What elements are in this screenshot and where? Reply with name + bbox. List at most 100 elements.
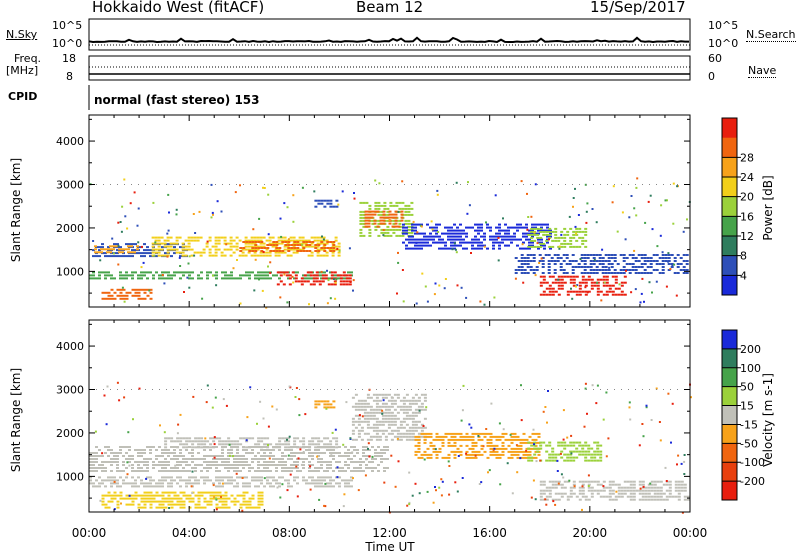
velocity-cell	[590, 447, 594, 450]
power-cell	[131, 271, 134, 274]
velocity-noise-point	[221, 482, 224, 485]
power-cell	[581, 281, 585, 284]
power-cell	[329, 199, 333, 202]
velocity-cell	[572, 444, 576, 447]
velocity-noise-point	[225, 404, 228, 407]
velocity-cell	[402, 399, 406, 402]
power-cell	[379, 222, 383, 225]
velocity-noise-point	[448, 465, 451, 467]
velocity-cell	[101, 455, 104, 457]
velocity-cell	[188, 506, 192, 509]
power-cell	[655, 260, 659, 262]
power-cell	[310, 236, 314, 239]
power-cell	[127, 251, 130, 254]
velocity-cell	[317, 476, 320, 479]
power-cell	[125, 291, 129, 294]
power-cell	[248, 271, 251, 274]
power-colorbar-swatch	[722, 255, 737, 276]
power-cell	[290, 244, 294, 246]
velocity-cell	[92, 458, 95, 460]
power-cell	[266, 277, 269, 280]
power-cell	[584, 227, 588, 230]
velocity-noise-point	[435, 489, 437, 492]
velocity-cell	[92, 485, 95, 488]
velocity-cell	[152, 494, 156, 497]
power-noise-point	[636, 177, 639, 180]
velocity-cell	[221, 494, 225, 497]
velocity-noise-point	[336, 466, 339, 469]
velocity-cell	[215, 494, 219, 497]
power-cell	[217, 248, 221, 251]
velocity-cell	[287, 443, 291, 446]
velocity-cell	[387, 420, 391, 423]
power-cell	[592, 260, 596, 262]
power-noise-point	[536, 242, 539, 245]
power-cell	[110, 288, 114, 291]
velocity-cell	[89, 464, 92, 466]
velocity-noise-point	[206, 384, 209, 387]
power-cell	[462, 238, 465, 241]
power-cell	[541, 263, 545, 265]
velocity-cell	[477, 432, 481, 435]
nsky-right-tick-bottom: 10^0	[708, 37, 739, 50]
velocity-cell	[236, 446, 240, 449]
velocity-noise-point	[159, 424, 161, 427]
velocity-cell	[480, 444, 484, 447]
power-cell	[187, 236, 191, 239]
velocity-cell	[563, 480, 567, 483]
power-cell	[244, 245, 248, 248]
power-noise-point	[382, 229, 385, 231]
power-cell	[131, 255, 134, 258]
velocity-cell	[474, 444, 478, 447]
power-cell	[486, 223, 489, 226]
power-cell	[359, 231, 363, 234]
power-cell	[556, 257, 560, 259]
velocity-cell	[353, 470, 356, 472]
velocity-cell	[230, 464, 233, 466]
velocity-noise-point	[367, 442, 370, 445]
velocity-cell	[119, 446, 122, 448]
velocity-cell	[386, 449, 389, 451]
velocity-cell	[176, 503, 180, 506]
velocity-cell	[158, 482, 161, 485]
power-cell	[533, 245, 537, 248]
velocity-cell	[405, 405, 409, 408]
velocity-cell	[453, 432, 457, 435]
velocity-cell	[359, 470, 362, 472]
velocity-cell	[423, 393, 427, 396]
velocity-cell	[332, 485, 335, 488]
velocity-cell	[170, 500, 174, 503]
velocity-cell	[326, 476, 329, 479]
power-noise-point	[336, 247, 339, 250]
nave-tick-top: 60	[708, 52, 722, 65]
velocity-cell	[641, 495, 645, 498]
power-cell	[444, 244, 447, 247]
velocity-cell	[170, 467, 173, 469]
power-cell	[583, 266, 587, 268]
power-noise-point	[166, 255, 169, 258]
velocity-cell	[203, 461, 206, 463]
power-cell	[405, 238, 408, 241]
velocity-cell	[578, 444, 582, 447]
power-noise-point	[292, 194, 295, 197]
power-cell	[548, 233, 552, 236]
velocity-cell	[357, 432, 361, 435]
power-cell	[377, 234, 381, 237]
velocity-cell	[465, 450, 469, 453]
power-cell	[337, 242, 341, 245]
velocity-cell	[95, 446, 98, 448]
power-noise-point	[625, 269, 627, 272]
power-cell	[125, 277, 128, 280]
power-noise-point	[585, 210, 588, 213]
velocity-cell	[629, 480, 633, 483]
power-noise-point	[286, 206, 289, 209]
velocity-colorbar-tick-label: -50	[740, 437, 758, 450]
velocity-cell	[164, 440, 168, 443]
velocity-cell	[366, 405, 370, 408]
velocity-cell	[420, 456, 424, 459]
velocity-cell	[453, 435, 457, 438]
velocity-cell	[257, 491, 261, 494]
power-cell	[101, 297, 105, 300]
power-noise-point	[483, 303, 486, 306]
velocity-cell	[662, 498, 666, 501]
